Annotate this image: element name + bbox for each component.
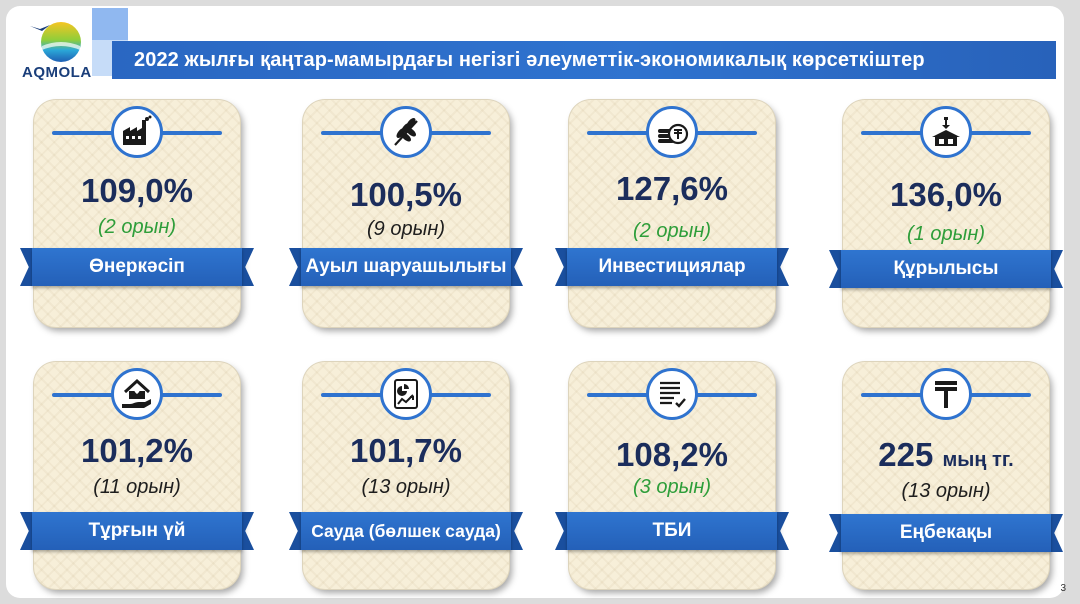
card-ribbon: Сауда (бөлшек сауда) <box>289 512 523 550</box>
logo-text: AQMOLA <box>22 64 92 81</box>
card-investments: 127,6% (2 орын) Инвестициялар <box>555 100 789 327</box>
card-label: Тұрғын үй <box>32 512 242 550</box>
card-rank: (13 орын) <box>901 480 991 502</box>
card-ribbon: ТБИ <box>555 512 789 550</box>
document-check-icon <box>646 368 698 420</box>
card-rank: (11 орын) <box>93 476 181 498</box>
wheat-icon <box>380 106 432 158</box>
card-value: 100,5% <box>350 176 462 213</box>
house-hand-icon <box>111 368 163 420</box>
card-fixed-investment: 108,2% (3 орын) ТБИ <box>555 362 789 589</box>
card-value: 109,0% <box>81 172 193 209</box>
card-rank: (9 орын) <box>367 218 445 240</box>
card-label: Өнеркәсіп <box>32 248 242 286</box>
retail-chart-icon <box>380 368 432 420</box>
card-ribbon: Ауыл шаруашылығы <box>289 248 523 286</box>
card-value: 127,6% <box>616 170 728 207</box>
card-value: 225 мың тг. <box>843 436 1049 474</box>
header-decoration <box>92 8 128 40</box>
card-housing: 101,2% (11 орын) Тұрғын үй <box>20 362 254 589</box>
aqmola-logo <box>22 20 102 82</box>
card-rank: (2 орын) <box>633 220 711 242</box>
card-ribbon: Инвестициялар <box>555 248 789 286</box>
card-ribbon: Өнеркәсіп <box>20 248 254 286</box>
card-rank: (2 орын) <box>98 216 176 238</box>
card-ribbon: Тұрғын үй <box>20 512 254 550</box>
card-construction: 136,0% (1 орын) Құрылысы <box>829 100 1063 327</box>
page-title-text: 2022 жылғы қаңтар-мамырдағы негізгі әлеу… <box>134 49 925 71</box>
page-number: 3 <box>1060 583 1066 594</box>
page-title: 2022 жылғы қаңтар-мамырдағы негізгі әлеу… <box>112 41 1056 79</box>
card-rank: (1 орын) <box>907 223 985 245</box>
card-label: Ауыл шаруашылығы <box>301 248 511 286</box>
factory-icon <box>111 106 163 158</box>
wage-unit: мың тг. <box>942 449 1014 471</box>
card-label: Инвестициялар <box>567 248 777 286</box>
coins-icon <box>646 106 698 158</box>
card-label: Сауда (бөлшек сауда) <box>301 512 511 550</box>
card-label: Еңбекақы <box>841 514 1051 552</box>
card-ribbon: Құрылысы <box>829 250 1063 288</box>
card-value: 101,2% <box>81 432 193 469</box>
card-value: 136,0% <box>890 176 1002 213</box>
card-agriculture: 100,5% (9 орын) Ауыл шаруашылығы <box>289 100 523 327</box>
card-rank: (13 орын) <box>361 476 451 498</box>
tenge-icon <box>920 368 972 420</box>
crane-building-icon <box>920 106 972 158</box>
card-value: 101,7% <box>350 432 462 469</box>
card-wages: 225 мың тг. (13 орын) Еңбекақы <box>829 362 1063 589</box>
card-label: ТБИ <box>567 512 777 550</box>
card-trade: 101,7% (13 орын) Сауда (бөлшек сауда) <box>289 362 523 589</box>
card-label: Құрылысы <box>841 250 1051 288</box>
card-industry: 109,0% (2 орын) Өнеркәсіп <box>20 100 254 327</box>
card-value: 108,2% <box>616 436 728 473</box>
card-ribbon: Еңбекақы <box>829 514 1063 552</box>
card-rank: (3 орын) <box>633 476 711 498</box>
wage-amount: 225 <box>878 436 934 473</box>
